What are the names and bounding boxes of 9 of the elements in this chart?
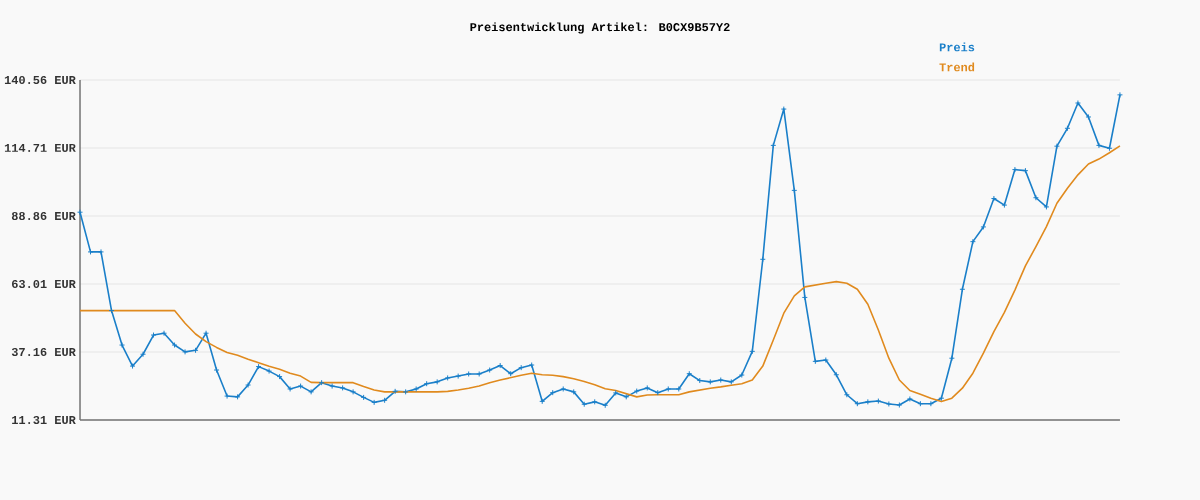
chart-title: Preisentwicklung Artikel: B0CX9B57Y2: [470, 22, 730, 34]
y-tick-label: 140.56 EUR: [4, 75, 76, 85]
y-tick-label: 88.86 EUR: [11, 211, 76, 221]
y-tick-label: 63.01 EUR: [11, 279, 76, 289]
y-tick-label: 11.31 EUR: [12, 415, 76, 425]
y-tick-label: 37.16 EUR: [11, 347, 76, 357]
y-tick-label: 114.71 EUR: [4, 143, 76, 152]
text: Preis: [939, 42, 975, 52]
text: Trend: [939, 62, 975, 72]
